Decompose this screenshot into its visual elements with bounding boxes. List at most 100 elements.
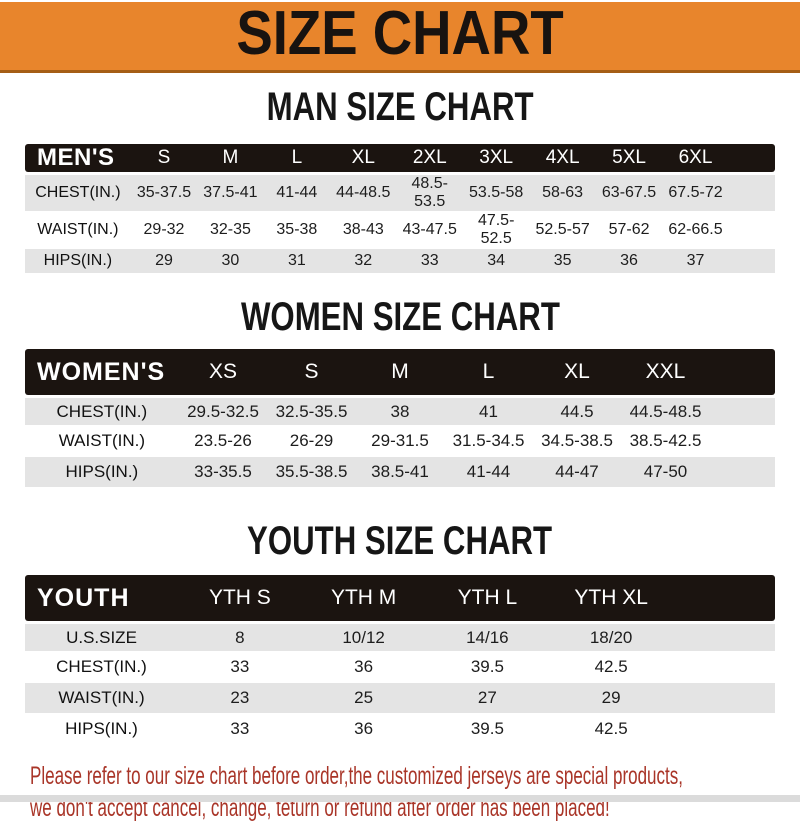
cell: 37	[662, 249, 729, 274]
cell: 38	[355, 395, 445, 426]
row-label: WAIST(IN.)	[25, 212, 131, 249]
cell: 62-66.5	[662, 212, 729, 249]
table-row: HIPS(IN.) 33 36 39.5 42.5	[25, 714, 775, 745]
size-col-header: YTH XL	[549, 575, 673, 621]
size-col-header: S	[130, 144, 198, 172]
filler-cell	[728, 172, 775, 212]
row-label: HIPS(IN.)	[25, 457, 179, 488]
cell: 27	[425, 683, 550, 714]
size-col-header: 4XL	[529, 144, 596, 172]
size-col-header: YTH L	[425, 575, 550, 621]
filler-cell	[673, 621, 775, 652]
cell: 44-48.5	[330, 172, 397, 212]
row-label: WAIST(IN.)	[25, 426, 179, 457]
size-col-header: 2XL	[396, 144, 463, 172]
cell: 38.5-41	[355, 457, 445, 488]
cell: 35-38	[263, 212, 331, 249]
youth-section-heading: YOUTH SIZE CHART	[247, 519, 553, 563]
table-row: CHEST(IN.) 29.5-32.5 32.5-35.5 38 41 44.…	[25, 395, 775, 426]
cell: 34	[462, 249, 530, 274]
size-col-header: M	[197, 144, 264, 172]
row-label: U.S.SIZE	[25, 621, 178, 652]
size-col-header: XS	[178, 349, 268, 395]
cell: 42.5	[549, 652, 673, 683]
cell: 41-44	[444, 457, 533, 488]
men-size-table: MEN'S S M L XL 2XL 3XL 4XL 5XL 6XL CHEST…	[25, 144, 775, 274]
cell: 42.5	[549, 714, 673, 745]
size-col-header: YTH S	[178, 575, 302, 621]
women-size-section: WOMEN SIZE CHART WOMEN'S XS S M L XL XXL…	[0, 297, 800, 488]
cell: 18/20	[549, 621, 673, 652]
cell: 29-31.5	[355, 426, 445, 457]
cell: 37.5-41	[197, 172, 264, 212]
table-row: U.S.SIZE 8 10/12 14/16 18/20	[25, 621, 775, 652]
cell: 67.5-72	[662, 172, 729, 212]
youth-size-table: YOUTH YTH S YTH M YTH L YTH XL U.S.SIZE …	[25, 575, 775, 745]
row-label: CHEST(IN.)	[25, 172, 131, 212]
row-label: HIPS(IN.)	[25, 714, 178, 745]
cell: 35.5-38.5	[267, 457, 356, 488]
cell: 33	[396, 249, 463, 274]
table-row: WAIST(IN.) 23.5-26 26-29 29-31.5 31.5-34…	[25, 426, 775, 457]
cell: 32	[330, 249, 397, 274]
youth-size-section: YOUTH SIZE CHART YOUTH YTH S YTH M YTH L…	[0, 521, 800, 745]
cell: 63-67.5	[595, 172, 663, 212]
cell: 29-32	[130, 212, 198, 249]
cell: 31	[263, 249, 331, 274]
filler-cell	[673, 714, 775, 745]
size-col-header: 6XL	[662, 144, 729, 172]
men-section-heading: MAN SIZE CHART	[266, 85, 534, 129]
group-label: YOUTH	[25, 575, 178, 621]
filler-cell	[728, 144, 775, 172]
cell: 23.5-26	[178, 426, 268, 457]
cell: 29.5-32.5	[178, 395, 268, 426]
cell: 36	[595, 249, 663, 274]
cell: 36	[301, 714, 426, 745]
table-header-row: WOMEN'S XS S M L XL XXL	[25, 349, 775, 395]
filler-cell	[673, 575, 775, 621]
cell: 29	[549, 683, 673, 714]
size-col-header: S	[267, 349, 356, 395]
table-header-row: MEN'S S M L XL 2XL 3XL 4XL 5XL 6XL	[25, 144, 775, 172]
cell: 33-35.5	[178, 457, 268, 488]
table-row: CHEST(IN.) 33 36 39.5 42.5	[25, 652, 775, 683]
group-label: MEN'S	[25, 144, 131, 172]
size-col-header: 3XL	[462, 144, 530, 172]
table-row: CHEST(IN.) 35-37.5 37.5-41 41-44 44-48.5…	[25, 172, 775, 212]
cell: 57-62	[595, 212, 663, 249]
cell: 44.5	[532, 395, 622, 426]
page-title: SIZE CHART	[236, 0, 564, 68]
cell: 33	[178, 714, 302, 745]
filler-cell	[673, 683, 775, 714]
cell: 36	[301, 652, 426, 683]
cell: 26-29	[267, 426, 356, 457]
cell: 10/12	[301, 621, 426, 652]
filler-cell	[673, 652, 775, 683]
row-label: WAIST(IN.)	[25, 683, 178, 714]
cell: 32-35	[197, 212, 264, 249]
cell: 47-50	[621, 457, 710, 488]
women-size-table: WOMEN'S XS S M L XL XXL CHEST(IN.) 29.5-…	[25, 349, 775, 488]
banner: SIZE CHART	[0, 2, 800, 73]
cell: 34.5-38.5	[532, 426, 622, 457]
cell: 30	[197, 249, 264, 274]
cell: 58-63	[529, 172, 596, 212]
cell: 35-37.5	[130, 172, 198, 212]
row-label: CHEST(IN.)	[25, 395, 179, 426]
disclaimer-line-1: Please refer to our size chart before or…	[30, 762, 683, 790]
cell: 39.5	[425, 714, 550, 745]
women-section-heading: WOMEN SIZE CHART	[240, 295, 560, 339]
bottom-edge-strip	[0, 795, 800, 802]
size-col-header: XL	[330, 144, 397, 172]
cell: 8	[178, 621, 302, 652]
row-label: CHEST(IN.)	[25, 652, 178, 683]
cell: 38.5-42.5	[621, 426, 710, 457]
cell: 52.5-57	[529, 212, 596, 249]
size-col-header: XL	[532, 349, 622, 395]
filler-cell	[709, 457, 775, 488]
cell: 39.5	[425, 652, 550, 683]
cell: 23	[178, 683, 302, 714]
men-size-section: MAN SIZE CHART MEN'S S M L XL 2XL 3XL 4X…	[0, 87, 800, 274]
table-row: HIPS(IN.) 33-35.5 35.5-38.5 38.5-41 41-4…	[25, 457, 775, 488]
size-col-header: 5XL	[595, 144, 663, 172]
